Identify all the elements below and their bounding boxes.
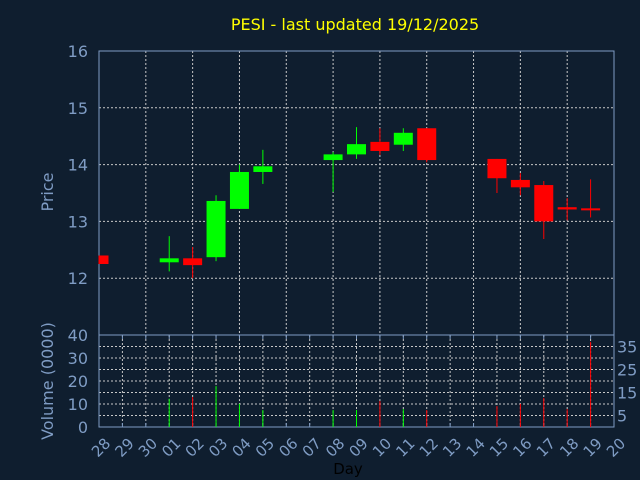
x-tick-label: 11 [392,435,418,461]
volume-tick-label: 40 [68,326,88,345]
price-tick-label: 13 [68,212,88,231]
volume-tick-label: 10 [68,395,88,414]
x-tick-label: 30 [135,435,161,461]
price-axis-label: Price [38,172,57,211]
volume-tick-label: 5 [617,407,627,426]
x-tick-label: 18 [556,435,582,461]
x-tick-label: 16 [509,435,535,461]
price-tick-label: 12 [68,269,88,288]
candle-body [347,144,366,155]
x-tick-label: 05 [252,435,278,461]
x-tick-label: 07 [299,435,325,461]
candle-body [323,154,343,161]
price-tick-label: 15 [68,99,88,118]
x-tick-label: 01 [158,435,184,461]
volume-tick-label: 0 [78,418,88,437]
volume-tick-label: 30 [68,349,88,368]
x-tick-label: 13 [439,435,465,461]
candle-body [183,258,203,266]
candle-body [370,141,390,151]
x-axis-label: Day [333,460,363,478]
candle-body [206,200,226,258]
x-tick-label: 03 [205,435,231,461]
x-tick-label: 10 [369,435,395,461]
candle-body [557,207,577,210]
candle-body [417,128,437,161]
volume-tick-label: 20 [68,372,88,391]
x-tick-label: 08 [322,435,348,461]
x-tick-label: 20 [603,435,629,461]
x-tick-label: 28 [88,435,114,461]
candle-body [581,208,601,211]
volume-axis-label: Volume (0000) [38,322,57,440]
volume-tick-label: 35 [617,338,637,357]
price-tick-label: 16 [68,42,88,61]
x-tick-label: 04 [228,435,254,461]
x-tick-label: 02 [182,435,208,461]
volume-tick-label: 25 [617,361,637,380]
candle-body [229,171,249,209]
candle-body [253,166,273,172]
candle-body [510,179,530,188]
candle-body [534,185,554,222]
chart-title: PESI - last updated 19/12/2025 [231,15,479,34]
x-tick-label: 29 [111,435,137,461]
candle-body [487,158,507,179]
x-tick-label: 12 [416,435,442,461]
candle-body [159,258,179,263]
x-tick-label: 14 [463,435,489,461]
x-tick-label: 06 [275,435,301,461]
candle-body [393,132,413,145]
volume-tick-label: 15 [617,384,637,403]
x-tick-label: 09 [346,435,372,461]
x-tick-label: 15 [486,435,512,461]
price-tick-label: 14 [68,156,88,175]
x-tick-label: 17 [533,435,559,461]
candle-body [99,255,109,264]
x-tick-label: 19 [580,435,606,461]
